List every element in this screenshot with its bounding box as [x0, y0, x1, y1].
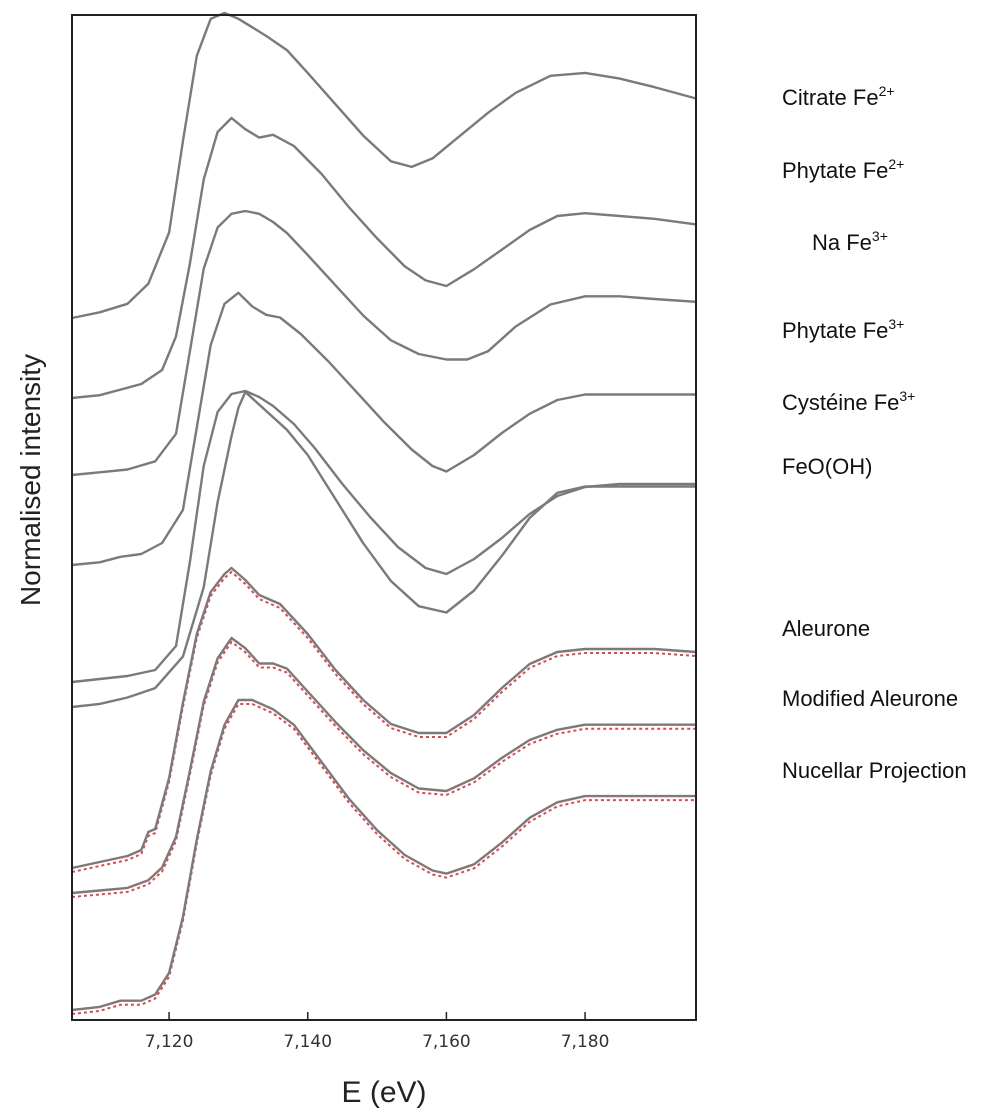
series-label-superscript: 3+	[888, 316, 904, 332]
series-label-nucellar-projection: Nucellar Projection	[782, 758, 967, 783]
x-axis-label: E (eV)	[341, 1076, 426, 1109]
series-curve-citrate-fe	[71, 11, 697, 320]
fit-curve-aleurone	[71, 570, 697, 873]
series-curve-modified-aleurone	[71, 636, 696, 895]
x-tick-label: 7,120	[145, 1032, 194, 1052]
series-label-na-fe: Na Fe3+	[812, 228, 888, 255]
series-label-superscript: 2+	[888, 156, 904, 172]
y-axis-label: Normalised intensity	[15, 354, 46, 606]
series-label-phytate-fe: Phytate Fe3+	[782, 316, 904, 343]
x-axis: 7,120 7,140 7,160 7,180	[145, 1012, 610, 1052]
x-tick-label: 7,160	[422, 1032, 471, 1052]
fit-curve-modified-aleurone	[71, 640, 696, 898]
series-label-modified-aleurone: Modified Aleurone	[782, 686, 958, 711]
series-label-superscript: 2+	[879, 83, 895, 99]
series-curve-aleurone	[71, 566, 697, 870]
series-label-cyst-ine-fe: Cystéine Fe3+	[782, 388, 915, 415]
series-label-phytate-fe: Phytate Fe2+	[782, 156, 904, 183]
series-label-superscript: 3+	[899, 388, 915, 404]
series-labels: Citrate Fe2+ Phytate Fe2+ Na Fe3+ Phytate F…	[782, 83, 967, 783]
series-label-citrate-fe: Citrate Fe2+	[782, 83, 895, 110]
series-label-feo-oh: FeO(OH)	[782, 454, 872, 479]
series-label-aleurone: Aleurone	[782, 616, 870, 641]
series-curve-na-fe	[71, 209, 697, 477]
series-label-superscript: 3+	[872, 228, 888, 244]
series-curve-phytate-fe	[71, 116, 697, 400]
x-tick-label: 7,140	[283, 1032, 332, 1052]
x-tick-label: 7,180	[561, 1032, 610, 1052]
fit-curve-nucellar-projection	[71, 703, 696, 1015]
spectrum-curves	[71, 11, 697, 1012]
series-curve-nucellar-projection	[71, 698, 696, 1012]
plot-frame	[71, 14, 697, 1021]
series-curve-phytate-fe	[71, 291, 696, 567]
series-curve-feo-oh	[71, 390, 696, 709]
fit-curves	[71, 570, 697, 1015]
